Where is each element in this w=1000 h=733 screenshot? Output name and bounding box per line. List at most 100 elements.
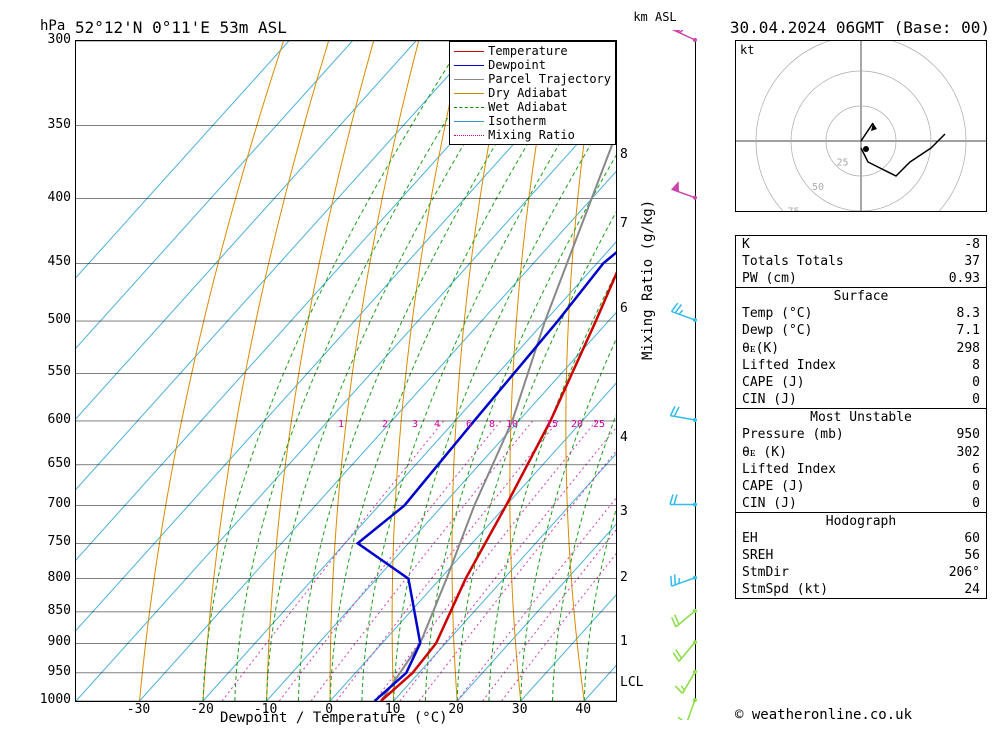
mr-label-8: 8 [489, 419, 495, 430]
hodo-header: Hodograph [736, 513, 986, 531]
altitude-tick: 8 [620, 147, 628, 162]
mu-cape-value: 0 [914, 478, 986, 495]
mu-te-label: θᴇ (K) [736, 443, 914, 461]
sfc-cape-value: 0 [914, 374, 986, 391]
legend-label: Mixing Ratio [488, 128, 575, 142]
svg-text:50: 50 [812, 182, 824, 193]
skewt-chart: TemperatureDewpointParcel TrajectoryDry … [75, 40, 617, 702]
svg-text:75: 75 [788, 207, 800, 212]
mr-label-2: 2 [382, 419, 388, 430]
eh-label: EH [736, 530, 914, 547]
tt-value: 37 [914, 253, 986, 270]
legend-label: Wet Adiabat [488, 100, 567, 114]
stmspd-value: 24 [914, 581, 986, 598]
sreh-value: 56 [914, 547, 986, 564]
k-index-label: K [736, 236, 914, 253]
tt-label: Totals Totals [736, 253, 914, 270]
temp-tick: 40 [568, 702, 598, 717]
hodo-units: kt [740, 43, 754, 57]
sfc-cape-label: CAPE (J) [736, 374, 914, 391]
legend-item: Parcel Trajectory [454, 72, 611, 86]
mu-te-value: 302 [914, 443, 986, 461]
pressure-tick: 600 [38, 412, 71, 427]
stmdir-label: StmDir [736, 564, 914, 581]
mr-label-6: 6 [466, 419, 472, 430]
legend-item: Dry Adiabat [454, 86, 611, 100]
legend-item: Mixing Ratio [454, 128, 611, 142]
temp-tick: 30 [505, 702, 535, 717]
legend-item: Dewpoint [454, 58, 611, 72]
legend-item: Temperature [454, 44, 611, 58]
mu-cape-label: CAPE (J) [736, 478, 914, 495]
sfc-temp-label: Temp (°C) [736, 305, 914, 322]
sfc-dewp-label: Dewp (°C) [736, 322, 914, 339]
sfc-li-value: 8 [914, 357, 986, 374]
altitude-tick: 2 [620, 570, 628, 585]
stmspd-label: StmSpd (kt) [736, 581, 914, 598]
altitude-tick: 4 [620, 430, 628, 445]
sfc-li-label: Lifted Index [736, 357, 914, 374]
pressure-tick: 1000 [38, 692, 71, 707]
indices-panel: K-8 Totals Totals37 PW (cm)0.93 Surface … [735, 235, 987, 599]
legend-label: Parcel Trajectory [488, 72, 611, 86]
legend-label: Dewpoint [488, 58, 546, 72]
unstable-header: Most Unstable [736, 409, 986, 427]
pressure-tick: 700 [38, 496, 71, 511]
mu-li-label: Lifted Index [736, 461, 914, 478]
sfc-cin-label: CIN (J) [736, 391, 914, 409]
pw-label: PW (cm) [736, 270, 914, 288]
altitude-tick: 3 [620, 504, 628, 519]
mu-cin-value: 0 [914, 495, 986, 513]
pw-value: 0.93 [914, 270, 986, 288]
y-right-label: km ASL [630, 10, 680, 24]
legend-label: Temperature [488, 44, 567, 58]
mr-label-25: 25 [593, 419, 605, 430]
pressure-tick: 500 [38, 312, 71, 327]
altitude-tick: 7 [620, 216, 628, 231]
mu-li-value: 6 [914, 461, 986, 478]
surface-header: Surface [736, 288, 986, 306]
legend: TemperatureDewpointParcel TrajectoryDry … [449, 41, 616, 145]
pressure-tick: 850 [38, 603, 71, 618]
wind-barbs [665, 30, 725, 720]
sfc-te-label: θᴇ(K) [736, 339, 914, 357]
wind-barb-strip [680, 40, 710, 700]
svg-text:25: 25 [837, 158, 849, 169]
hodograph-svg: 25 50 75 [736, 41, 986, 211]
location-title: 52°12'N 0°11'E 53m ASL [75, 18, 287, 37]
sreh-label: SREH [736, 547, 914, 564]
sfc-temp-value: 8.3 [914, 305, 986, 322]
altitude-tick: 1 [620, 634, 628, 649]
lcl-marker: LCL [620, 675, 643, 690]
legend-label: Isotherm [488, 114, 546, 128]
copyright-text: © weatheronline.co.uk [735, 707, 912, 723]
pressure-tick: 650 [38, 456, 71, 471]
pressure-tick: 350 [38, 117, 71, 132]
eh-value: 60 [914, 530, 986, 547]
mu-p-label: Pressure (mb) [736, 426, 914, 443]
temp-tick: -30 [124, 702, 154, 717]
k-index-value: -8 [914, 236, 986, 253]
pressure-tick: 450 [38, 254, 71, 269]
pressure-tick: 900 [38, 634, 71, 649]
legend-label: Dry Adiabat [488, 86, 567, 100]
legend-item: Isotherm [454, 114, 611, 128]
legend-item: Wet Adiabat [454, 100, 611, 114]
mr-label-3: 3 [412, 419, 418, 430]
sfc-cin-value: 0 [914, 391, 986, 409]
mr-label-1: 1 [338, 419, 344, 430]
mr-label-20: 20 [571, 419, 583, 430]
stmdir-value: 206° [914, 564, 986, 581]
pressure-tick: 800 [38, 570, 71, 585]
pressure-tick: 950 [38, 664, 71, 679]
pressure-tick: 550 [38, 364, 71, 379]
mu-cin-label: CIN (J) [736, 495, 914, 513]
temp-tick: -20 [187, 702, 217, 717]
hodograph-chart: 25 50 75 kt [735, 40, 987, 212]
pressure-tick: 750 [38, 534, 71, 549]
mu-p-value: 950 [914, 426, 986, 443]
sfc-te-value: 298 [914, 339, 986, 357]
pressure-tick: 400 [38, 190, 71, 205]
mr-label-15: 15 [546, 419, 558, 430]
mr-axis-label: Mixing Ratio (g/kg) [640, 200, 656, 360]
